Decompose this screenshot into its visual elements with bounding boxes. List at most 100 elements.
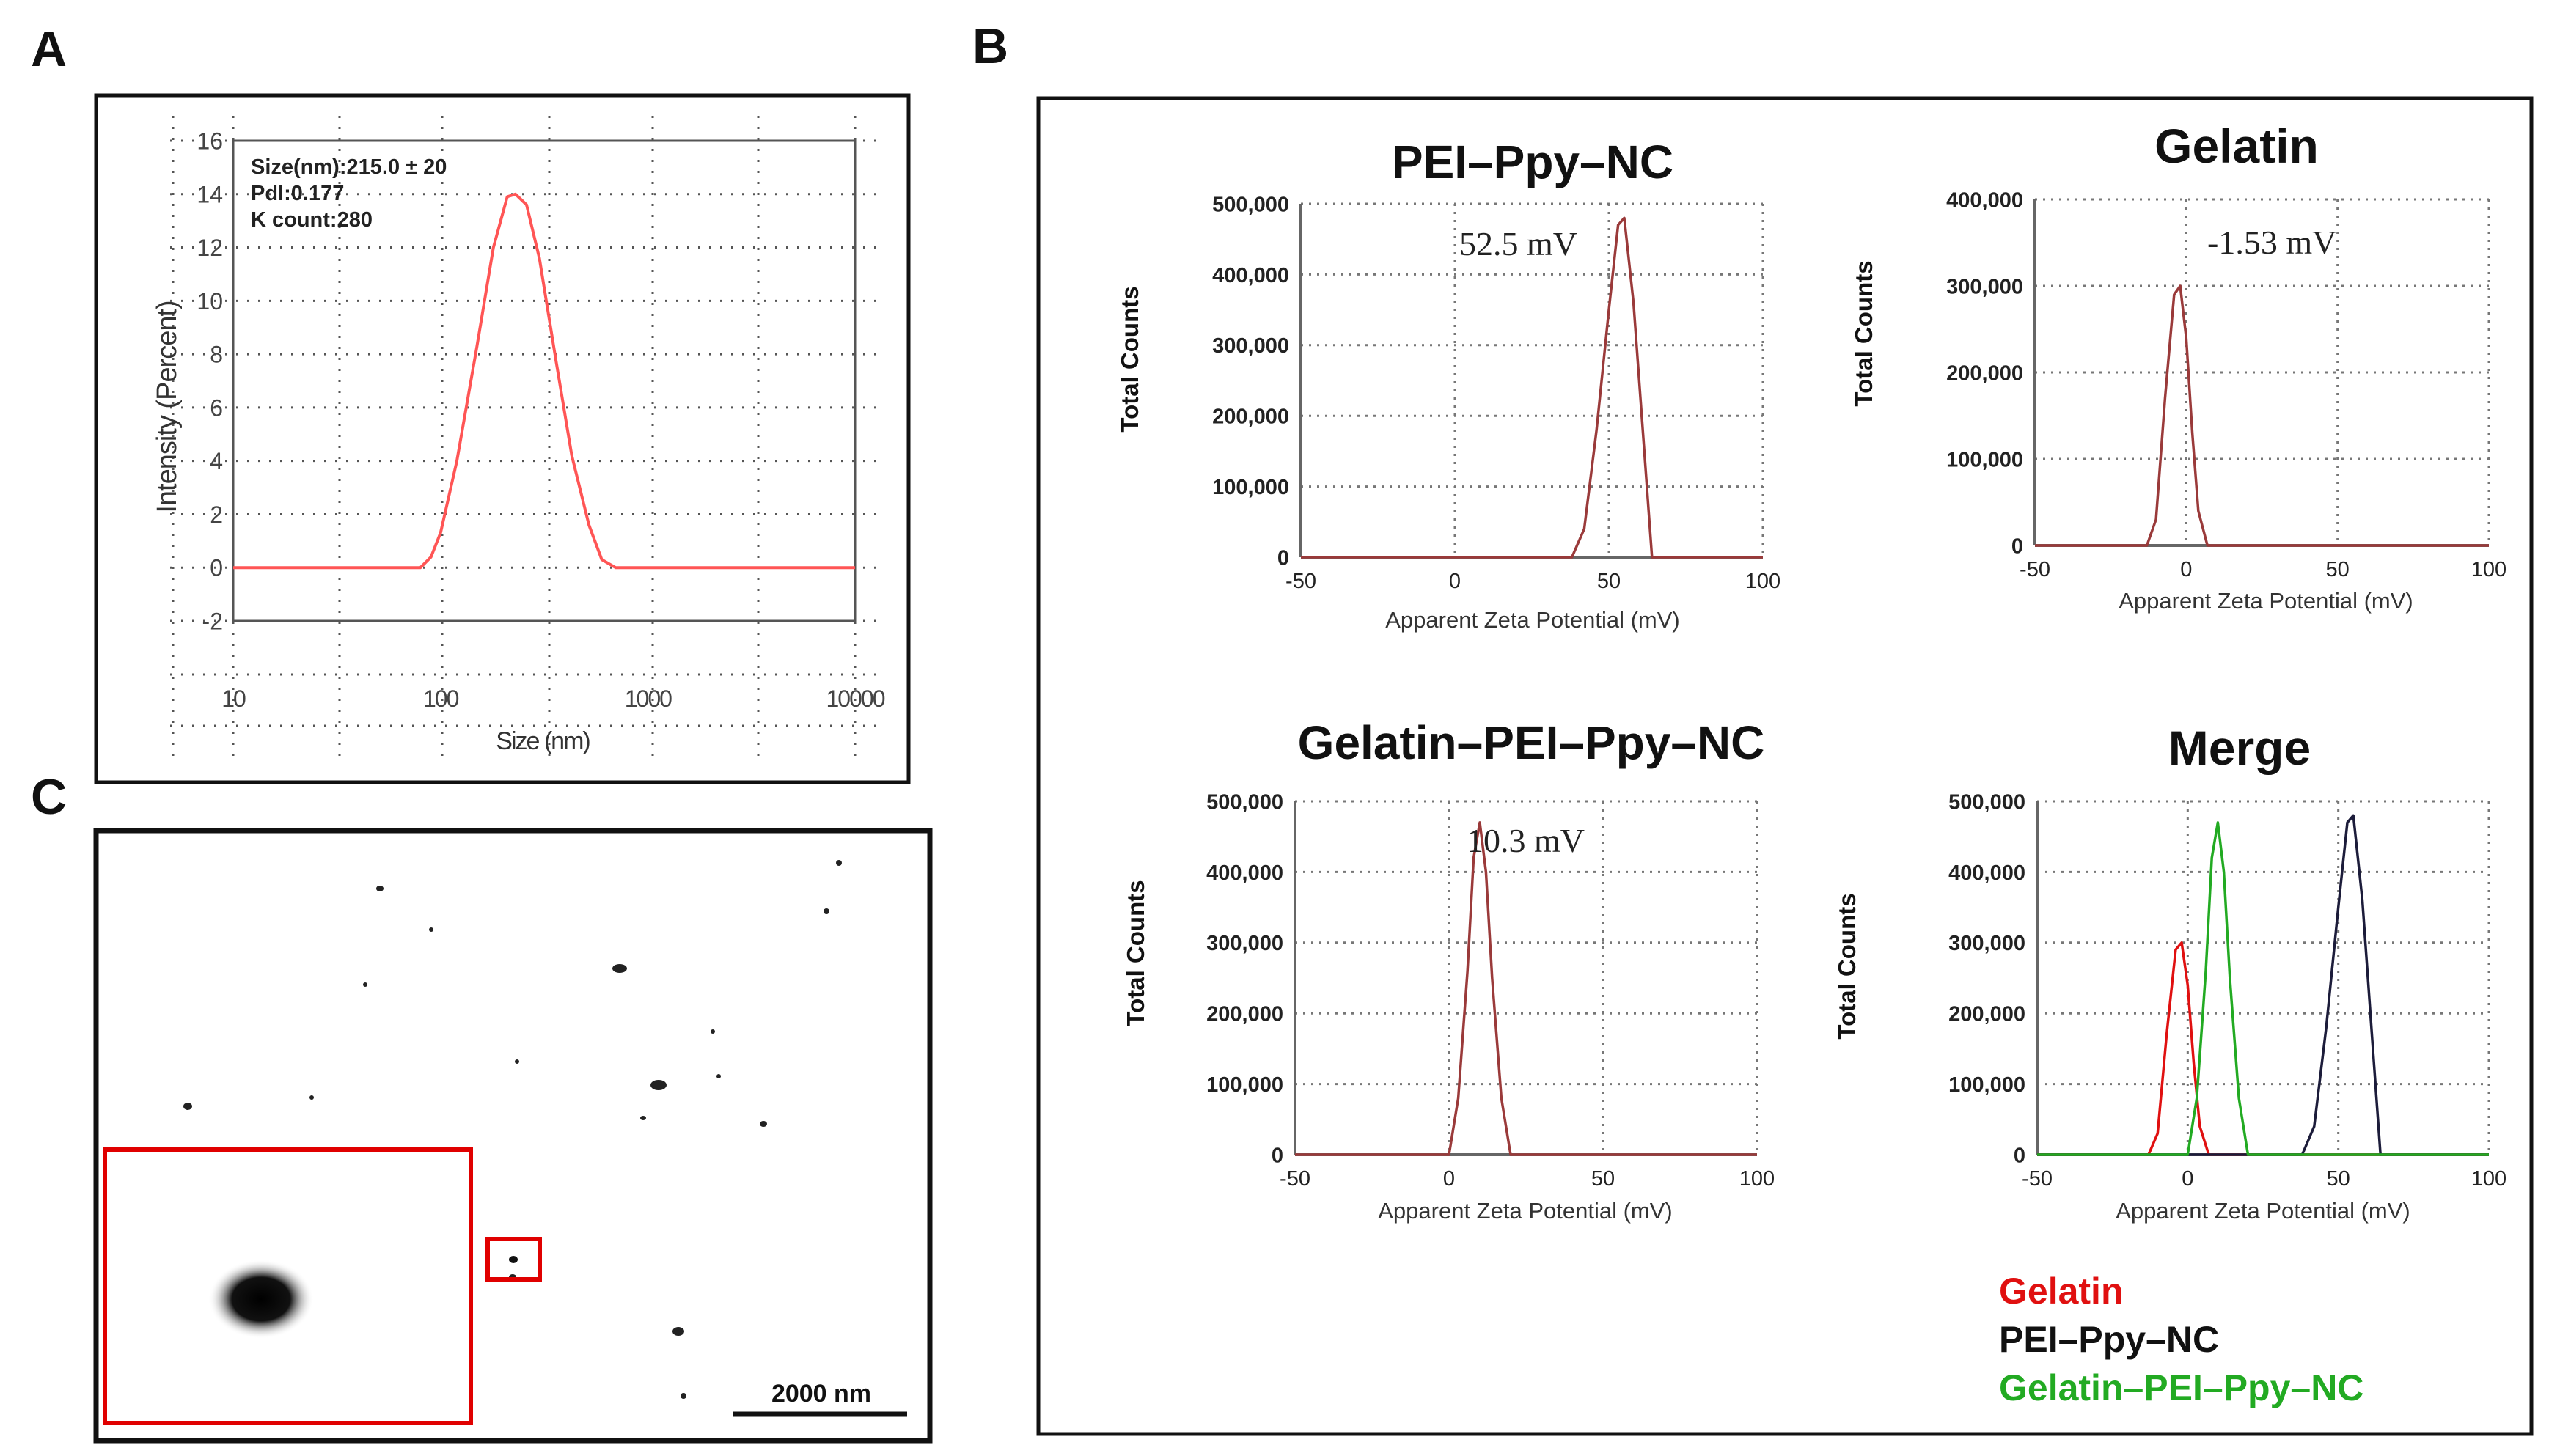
zeta-y-axis-label: Total Counts: [1116, 286, 1143, 432]
zeta-y-axis-label: Total Counts: [1850, 260, 1877, 406]
dls-annotation-kcount: K count:280: [251, 208, 373, 232]
x-tick-label: 10000: [826, 685, 885, 712]
y-tick-label: 400,000: [1206, 861, 1283, 885]
x-tick-label: -50: [2022, 1167, 2053, 1191]
zeta-x-axis-label: Apparent Zeta Potential (mV): [1385, 607, 1679, 633]
y-tick-label: 0: [2011, 534, 2023, 558]
y-tick-label: 2: [210, 501, 223, 528]
x-tick-label: 10: [221, 685, 246, 712]
particle: [711, 1029, 715, 1034]
x-tick-label: 0: [2182, 1167, 2193, 1191]
particle: [640, 1116, 646, 1120]
y-tick-label: 500,000: [1948, 790, 2025, 814]
zeta-y-axis-label: Total Counts: [1833, 893, 1860, 1039]
zeta-x-ticks: -50 0 50 100: [1280, 1167, 1775, 1191]
scale-bar-label: 2000 nm: [771, 1380, 871, 1408]
zeta-x-ticks: -50 0 50 100: [2020, 558, 2506, 581]
x-tick-label: -50: [1280, 1167, 1310, 1191]
zeta-x-ticks: -50 0 50 100: [1285, 570, 1780, 593]
panel-label-c: C: [31, 769, 67, 825]
x-tick-label: 1000: [625, 685, 672, 712]
y-tick-label: 200,000: [1206, 1003, 1283, 1026]
series-line-0: [2035, 284, 2489, 547]
y-tick-label: 14: [197, 181, 223, 207]
panel-a-frame: [94, 93, 911, 784]
zeta-chart-title: PEI–Ppy–NC: [1392, 136, 1673, 188]
series-line-1: [2037, 814, 2489, 1156]
x-tick-label: 100: [2471, 558, 2506, 581]
y-tick-label: 0: [1272, 1144, 1283, 1167]
y-tick-label: 500,000: [1212, 193, 1289, 216]
dls-x-axis-label: Size (nm): [496, 727, 590, 755]
particle: [309, 1095, 314, 1100]
y-tick-label: 400,000: [1212, 264, 1289, 287]
y-tick-label: 0: [210, 555, 223, 581]
merge-legend: Gelatin PEI–Ppy–NC Gelatin–PEI–Ppy–NC: [1999, 1271, 2363, 1408]
panel-b-frame: [1036, 96, 2534, 1436]
x-tick-label: 100: [1739, 1167, 1775, 1191]
y-tick-label: 200,000: [1212, 405, 1289, 429]
zeta-series: [1301, 216, 1763, 559]
zoom-source-box: [485, 1237, 542, 1282]
x-tick-label: -50: [1285, 570, 1316, 593]
series-line-2: [2037, 821, 2489, 1156]
x-tick-label: 50: [1597, 570, 1621, 593]
zeta-series: [1295, 821, 1757, 1156]
zeta-chart-gelatin: Gelatin 0 100,000 200,000 300,000 400,000 -5…: [1850, 119, 2506, 614]
y-tick-label: 200,000: [1946, 361, 2023, 385]
zeta-chart-title: Gelatin: [2154, 119, 2319, 173]
series-line-0: [2037, 941, 2489, 1156]
y-tick-label: 300,000: [1946, 275, 2023, 298]
particle: [716, 1074, 721, 1078]
series-line-0: [1295, 821, 1757, 1156]
dls-series: [233, 192, 855, 570]
y-tick-label: 100,000: [1206, 1073, 1283, 1097]
panel-a-dls-chart: -2 0 2 4 6 8 10 12 14 16 10 100 1000 10000 Size(nm):…: [152, 116, 887, 762]
particle: [376, 886, 384, 891]
y-tick-label: 12: [197, 235, 223, 261]
particle: [681, 1393, 686, 1399]
particle: [836, 860, 842, 866]
zeta-y-ticks: 0 100,000 200,000 300,000 400,000 500,000: [1948, 790, 2025, 1167]
x-tick-label: 50: [2326, 558, 2350, 581]
legend-item-gelatin: Gelatin: [1999, 1271, 2123, 1312]
zeta-peak-annotation: 52.5 mV: [1459, 225, 1577, 262]
legend-item-gelatin-pei-ppy-nc: Gelatin–PEI–Ppy–NC: [1999, 1367, 2363, 1408]
zeta-y-axis-label: Total Counts: [1122, 880, 1149, 1026]
zeta-y-ticks: 0 100,000 200,000 300,000 400,000 500,000: [1212, 193, 1289, 570]
particle: [650, 1080, 667, 1090]
y-tick-label: 200,000: [1948, 1003, 2025, 1026]
particle: [824, 908, 829, 914]
x-tick-label: 0: [2180, 558, 2192, 581]
y-tick-label: 100,000: [1212, 476, 1289, 499]
x-tick-label: 100: [2471, 1167, 2506, 1191]
zeta-peak-annotation: -1.53 mV: [2207, 224, 2336, 261]
dls-x-ticks: 10 100 1000 10000: [221, 685, 886, 712]
series-line-0: [1301, 216, 1763, 559]
dls-annotation-pdi: Pdl:0.177: [251, 182, 344, 205]
zeta-x-axis-label: Apparent Zeta Potential (mV): [2119, 588, 2413, 614]
x-tick-label: 100: [423, 685, 459, 712]
panel-label-b: B: [972, 18, 1008, 74]
x-tick-label: 50: [2327, 1167, 2350, 1191]
y-tick-label: 0: [2014, 1144, 2025, 1167]
y-tick-label: 400,000: [1946, 188, 2023, 212]
series-line-0: [233, 192, 855, 570]
particle: [183, 1103, 192, 1110]
zeta-x-axis-label: Apparent Zeta Potential (mV): [2116, 1198, 2410, 1224]
dls-y-axis-label: Intensity (Percent): [152, 301, 183, 512]
zeta-chart-merge: Merge 0 100,000 200,000 300,000 400,000 500,0…: [1833, 721, 2506, 1224]
dls-plot-frame: [232, 139, 857, 622]
zeta-peak-annotation: 10.3 mV: [1467, 822, 1585, 859]
zeta-series: [2037, 814, 2489, 1156]
zeta-chart-title: Gelatin–PEI–Ppy–NC: [1298, 716, 1765, 769]
dls-y-ticks: -2 0 2 4 6 8 10 12 14 16: [197, 128, 223, 635]
panel-label-a: A: [31, 21, 67, 77]
particle: [612, 964, 627, 973]
y-tick-label: 4: [210, 448, 223, 474]
x-tick-label: 50: [1591, 1167, 1615, 1191]
y-tick-label: 300,000: [1206, 932, 1283, 955]
particle: [509, 1256, 518, 1263]
dls-annotation-size: Size(nm):215.0 ± 20: [251, 155, 447, 179]
